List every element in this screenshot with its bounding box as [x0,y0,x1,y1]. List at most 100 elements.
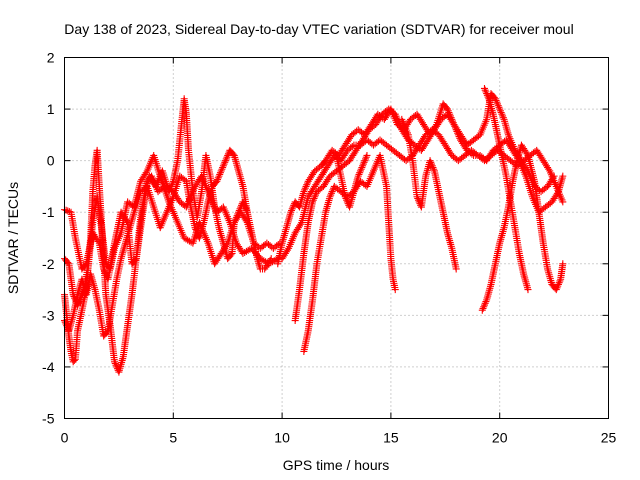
data-point [62,206,70,214]
data-point [230,219,238,227]
data-point [303,181,311,189]
data-point [479,304,487,312]
data-point [356,169,364,177]
data-point [426,157,434,165]
data-point [213,177,221,185]
data-point [356,167,364,175]
data-point [217,167,225,175]
data-point [216,170,224,178]
data-point [310,194,318,202]
data-point [166,186,174,194]
data-point [214,176,222,184]
data-point [300,188,308,196]
data-point [354,172,362,180]
data-point [219,164,227,172]
data-point [266,256,274,264]
data-point [550,172,558,180]
series-sat-d [61,146,275,340]
data-point [341,193,349,201]
data-point [358,164,366,172]
data-point [302,182,310,190]
data-point [499,112,507,120]
data-point [559,260,567,268]
data-point [452,265,460,273]
data-point [112,361,120,369]
data-point [553,284,561,292]
data-point [232,213,240,221]
chart-title: Day 138 of 2023, Sidereal Day-to-day VTE… [64,21,573,37]
y-tick-label: -4 [42,359,55,375]
data-point [231,217,239,225]
data-point [496,107,504,115]
data-point [284,246,292,254]
data-point [222,157,230,165]
data-points [61,84,567,376]
grid-lines [64,57,609,419]
data-point [327,189,335,197]
data-point [301,184,309,192]
data-point [429,164,437,172]
data-point [229,150,237,158]
y-tick-label: -1 [42,204,55,220]
data-point [362,155,370,163]
data-point [524,286,532,294]
data-point [64,258,72,266]
data-point [288,206,296,214]
y-tick-label: -2 [42,256,55,272]
data-point [428,160,436,168]
data-point [483,91,491,99]
data-point [224,151,232,159]
data-point [234,210,242,218]
data-point [169,179,177,187]
y-tick-label: 2 [47,50,55,66]
x-tick-label: 0 [61,430,69,446]
series-sat-l [478,141,567,314]
y-tick-labels: -5 -4 -3 -2 -1 0 1 2 [42,50,55,427]
data-point [233,212,241,220]
data-point [493,98,501,106]
y-tick-label: -3 [42,307,55,323]
plot-frame [64,57,609,419]
y-tick-label: 1 [47,101,55,117]
data-point [219,162,227,170]
data-point [391,286,399,294]
data-point [62,320,70,328]
data-point [223,153,231,161]
y-tick-label: 0 [47,153,55,169]
series-sat-j [398,115,460,273]
data-point [142,169,150,177]
data-point [359,162,367,170]
data-point [301,186,309,194]
data-point [484,93,492,101]
data-point [191,224,199,232]
axis-ticks [64,57,609,419]
x-tick-label: 10 [274,430,290,446]
data-point [287,208,295,216]
data-point [496,105,504,113]
data-point [227,251,235,259]
data-point [218,165,226,173]
data-point [480,84,488,92]
data-point [220,160,228,168]
data-point [342,194,350,202]
x-tick-label: 5 [169,430,177,446]
data-point [360,158,368,166]
data-point [235,208,243,216]
data-point [430,165,438,173]
data-point [494,100,502,108]
data-point [549,174,557,182]
series-sat-c [61,95,251,376]
data-point [326,193,334,201]
data-point [523,150,531,158]
data-point [297,220,305,228]
data-point [362,153,370,161]
data-point [499,114,507,122]
data-point [478,306,486,314]
data-point [495,103,503,111]
data-point [559,198,567,206]
data-point [311,191,319,199]
data-point [481,86,489,94]
data-point [328,188,336,196]
data-point [343,196,351,204]
